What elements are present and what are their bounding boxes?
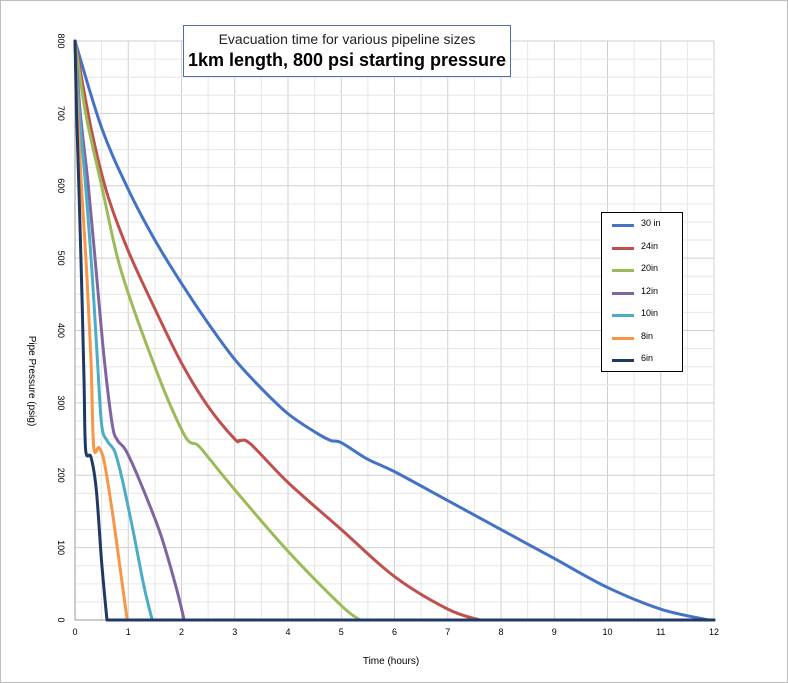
legend-swatch [612,314,634,317]
y-tick-label: 700 [56,106,66,121]
x-tick-label: 3 [232,627,237,637]
series-line-24in [73,39,716,622]
legend-swatch [612,291,634,295]
y-tick-label: 100 [56,540,66,555]
y-axis-label: Pipe Pressure (psig) [26,336,37,427]
y-tick-label: 500 [56,251,66,266]
x-axis-label: Time (hours) [363,656,419,667]
legend-label: 20in [641,263,659,273]
series-line-12in [73,39,716,622]
x-tick-label: 4 [285,627,290,637]
y-tick-label: 400 [56,323,66,338]
legend-swatch [612,359,634,362]
legend-label: 10in [641,308,659,318]
x-tick-label: 12 [709,627,719,637]
legend-swatch [612,336,634,340]
y-tick-label: 200 [56,468,66,483]
legend-swatch [612,224,634,227]
legend-swatch [612,269,634,272]
legend-label: 30 in [641,218,661,228]
x-tick-label: 0 [72,627,77,637]
y-tick-label: 800 [56,33,66,48]
x-tick-label: 7 [445,627,450,637]
x-tick-label: 8 [498,627,503,637]
y-tick-label: 600 [56,178,66,193]
chart-subtitle: 1km length, 800 psi starting pressure [187,50,507,70]
chart-legend: 30 in 24in 20in 12in 10in 8in 6in [601,212,683,372]
series-line-20in [73,39,716,622]
series-line-30in [73,39,716,622]
x-tick-label: 2 [179,627,184,637]
chart-title: Evacuation time for various pipeline siz… [218,31,476,47]
x-tick-label: 11 [656,627,665,637]
x-tick-label: 5 [339,627,344,637]
legend-label: 8in [641,330,654,341]
legend-label: 12in [641,285,659,296]
y-tick-label: 0 [56,617,66,622]
x-tick-label: 10 [602,627,612,637]
series-line-8in [73,39,716,622]
legend-swatch [612,246,634,250]
x-tick-label: 6 [392,627,397,637]
y-tick-label: 300 [56,395,66,410]
legend-label: 6in [641,353,654,363]
series-line-6in [73,39,716,622]
chart-title-box: Evacuation time for various pipeline siz… [183,25,511,77]
series-line-10in [73,39,716,622]
x-tick-label: 1 [126,627,131,637]
legend-label: 24in [641,240,659,251]
x-tick-label: 9 [552,627,557,637]
